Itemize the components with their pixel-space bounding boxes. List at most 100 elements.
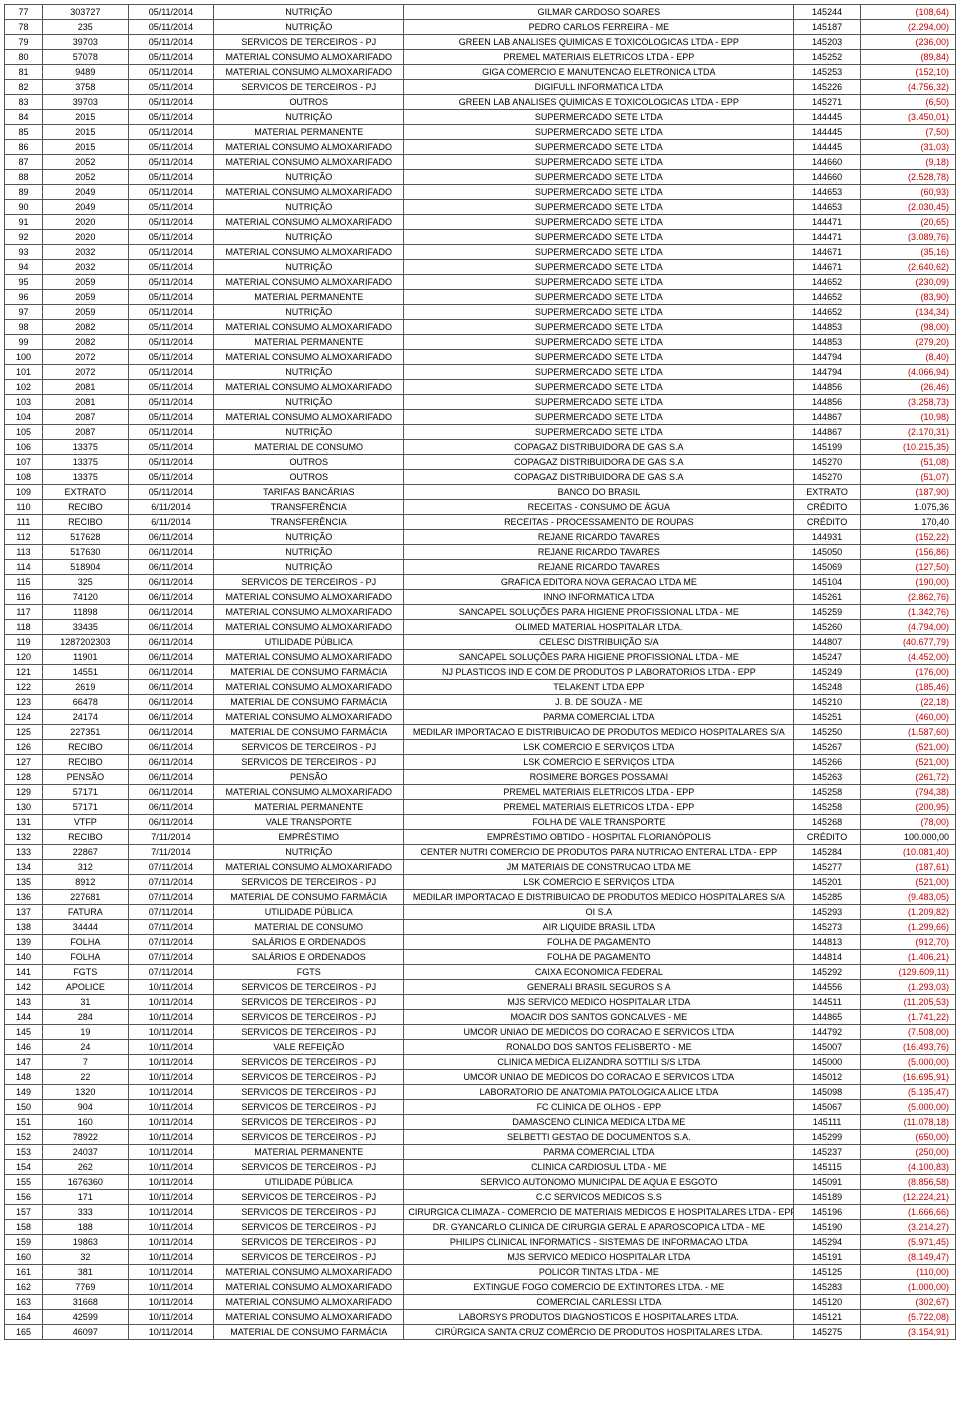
cell-ref: 144511 <box>794 995 861 1010</box>
cell-doc: 381 <box>43 1265 129 1280</box>
cell-ref: 144653 <box>794 200 861 215</box>
cell-amount: (156,86) <box>860 545 955 560</box>
cell-party: SUPERMERCADO SETE LTDA <box>404 110 794 125</box>
cell-seq: 103 <box>5 395 43 410</box>
cell-seq: 116 <box>5 590 43 605</box>
cell-doc: 11898 <box>43 605 129 620</box>
cell-ref: 145260 <box>794 620 861 635</box>
cell-ref: 145111 <box>794 1115 861 1130</box>
cell-amount: (35,16) <box>860 245 955 260</box>
table-row: 1591986310/11/2014SERVICOS DE TERCEIROS … <box>5 1235 956 1250</box>
cell-party: EMPRÉSTIMO OBTIDO - HOSPITAL FLORIANÓPOL… <box>404 830 794 845</box>
cell-party: SUPERMERCADO SETE LTDA <box>404 170 794 185</box>
cell-amount: (1.299,66) <box>860 920 955 935</box>
table-row: 14428410/11/2014SERVICOS DE TERCEIROS - … <box>5 1010 956 1025</box>
table-row: 15090410/11/2014SERVICOS DE TERCEIROS - … <box>5 1100 956 1115</box>
cell-seq: 163 <box>5 1295 43 1310</box>
table-row: 99208205/11/2014MATERIAL PERMANENTESUPER… <box>5 335 956 350</box>
cell-ref: 144660 <box>794 170 861 185</box>
cell-ref: 145050 <box>794 545 861 560</box>
cell-amount: (51,08) <box>860 455 955 470</box>
ledger-table: 7730372705/11/2014NUTRIÇÃOGILMAR CARDOSO… <box>4 4 956 1340</box>
cell-doc: 333 <box>43 1205 129 1220</box>
cell-party: SUPERMERCADO SETE LTDA <box>404 260 794 275</box>
cell-category: MATERIAL CONSUMO ALMOXARIFADO <box>214 605 404 620</box>
cell-party: COPAGAZ DISTRIBUIDORA DE GAS S.A <box>404 470 794 485</box>
cell-amount: (1.406,21) <box>860 950 955 965</box>
cell-party: RECEITAS - PROCESSAMENTO DE ROUPAS <box>404 515 794 530</box>
cell-party: BANCO DO BRASIL <box>404 485 794 500</box>
cell-category: FGTS <box>214 965 404 980</box>
cell-party: UMCOR UNIAO DE MEDICOS DO CORACAO E SERV… <box>404 1025 794 1040</box>
cell-ref: 145226 <box>794 80 861 95</box>
cell-date: 05/11/2014 <box>128 380 214 395</box>
cell-doc: 22867 <box>43 845 129 860</box>
cell-ref: 145007 <box>794 1040 861 1055</box>
cell-amount: (2.170,31) <box>860 425 955 440</box>
cell-ref: 144445 <box>794 125 861 140</box>
cell-seq: 160 <box>5 1250 43 1265</box>
cell-date: 05/11/2014 <box>128 110 214 125</box>
cell-party: GILMAR CARDOSO SOARES <box>404 5 794 20</box>
table-row: 91202005/11/2014MATERIAL CONSUMO ALMOXAR… <box>5 215 956 230</box>
cell-amount: (302,67) <box>860 1295 955 1310</box>
cell-date: 06/11/2014 <box>128 695 214 710</box>
cell-date: 06/11/2014 <box>128 605 214 620</box>
cell-category: NUTRIÇÃO <box>214 230 404 245</box>
cell-date: 07/11/2014 <box>128 920 214 935</box>
cell-ref: 145259 <box>794 605 861 620</box>
cell-amount: (12.224,21) <box>860 1190 955 1205</box>
cell-doc: 24037 <box>43 1145 129 1160</box>
cell-category: MATERIAL CONSUMO ALMOXARIFADO <box>214 275 404 290</box>
cell-amount: (2.294,00) <box>860 20 955 35</box>
cell-party: SUPERMERCADO SETE LTDA <box>404 155 794 170</box>
cell-seq: 144 <box>5 1010 43 1025</box>
cell-category: MATERIAL DE CONSUMO FARMÁCIA <box>214 725 404 740</box>
cell-category: MATERIAL CONSUMO ALMOXARIFADO <box>214 410 404 425</box>
cell-date: 05/11/2014 <box>128 275 214 290</box>
cell-party: COPAGAZ DISTRIBUIDORA DE GAS S.A <box>404 455 794 470</box>
cell-amount: (83,90) <box>860 290 955 305</box>
cell-category: UTILIDADE PÚBLICA <box>214 905 404 920</box>
cell-date: 06/11/2014 <box>128 530 214 545</box>
cell-party: OLIMED MATERIAL HOSPITALAR LTDA. <box>404 620 794 635</box>
cell-party: SUPERMERCADO SETE LTDA <box>404 395 794 410</box>
cell-category: MATERIAL CONSUMO ALMOXARIFADO <box>214 215 404 230</box>
cell-amount: (22,18) <box>860 695 955 710</box>
cell-amount: (134,34) <box>860 305 955 320</box>
table-row: 102208105/11/2014MATERIAL CONSUMO ALMOXA… <box>5 380 956 395</box>
cell-category: NUTRIÇÃO <box>214 200 404 215</box>
cell-party: CIRURGICA CLIMAZA - COMERCIO DE MATERIAI… <box>404 1205 794 1220</box>
cell-ref: 144792 <box>794 1025 861 1040</box>
cell-doc: 39703 <box>43 35 129 50</box>
cell-amount: (2.640,62) <box>860 260 955 275</box>
table-row: 1171189806/11/2014MATERIAL CONSUMO ALMOX… <box>5 605 956 620</box>
table-row: 1532403710/11/2014MATERIAL PERMANENTEPAR… <box>5 1145 956 1160</box>
cell-ref: 145190 <box>794 1220 861 1235</box>
cell-seq: 150 <box>5 1100 43 1115</box>
cell-category: MATERIAL CONSUMO ALMOXARIFADO <box>214 680 404 695</box>
cell-ref: 145263 <box>794 770 861 785</box>
table-row: 94203205/11/2014NUTRIÇÃOSUPERMERCADO SET… <box>5 260 956 275</box>
cell-doc: 57171 <box>43 785 129 800</box>
cell-party: RECEITAS - CONSUMO DE ÁGUA <box>404 500 794 515</box>
cell-date: 10/11/2014 <box>128 1130 214 1145</box>
cell-seq: 156 <box>5 1190 43 1205</box>
table-row: 110RECIBO6/11/2014TRANSFERÊNCIARECEITAS … <box>5 500 956 515</box>
cell-date: 10/11/2014 <box>128 980 214 995</box>
cell-doc: 78922 <box>43 1130 129 1145</box>
cell-seq: 147 <box>5 1055 43 1070</box>
cell-seq: 122 <box>5 680 43 695</box>
table-row: 122261906/11/2014MATERIAL CONSUMO ALMOXA… <box>5 680 956 695</box>
table-row: 92202005/11/2014NUTRIÇÃOSUPERMERCADO SET… <box>5 230 956 245</box>
cell-amount: (129.609,11) <box>860 965 955 980</box>
cell-ref: 145250 <box>794 725 861 740</box>
cell-party: SUPERMERCADO SETE LTDA <box>404 305 794 320</box>
cell-category: SERVICOS DE TERCEIROS - PJ <box>214 80 404 95</box>
table-row: 833970305/11/2014OUTROSGREEN LAB ANALISE… <box>5 95 956 110</box>
cell-category: UTILIDADE PÚBLICA <box>214 1175 404 1190</box>
cell-party: POLICOR TINTAS LTDA - ME <box>404 1265 794 1280</box>
cell-doc: 518904 <box>43 560 129 575</box>
cell-category: NUTRIÇÃO <box>214 5 404 20</box>
table-row: 88205205/11/2014NUTRIÇÃOSUPERMERCADO SET… <box>5 170 956 185</box>
